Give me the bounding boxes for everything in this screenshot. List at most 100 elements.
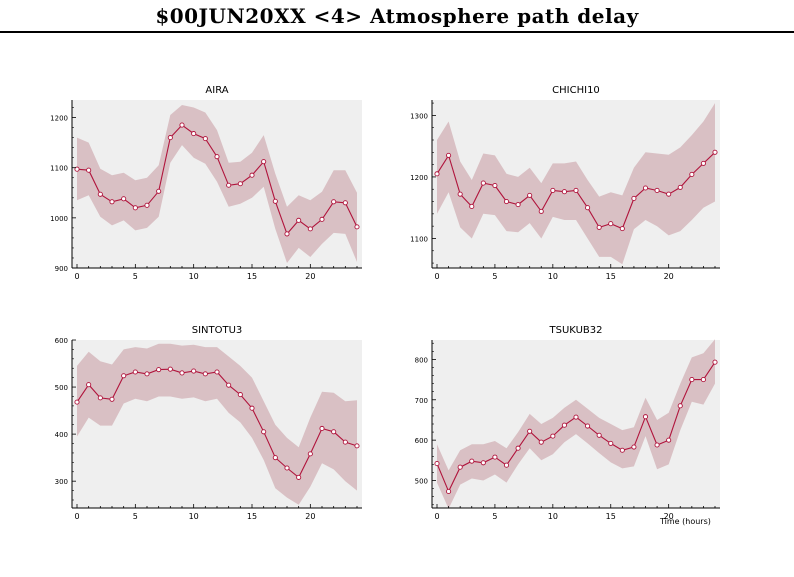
y-tick-label: 1100 <box>410 235 428 243</box>
data-point <box>480 460 486 466</box>
data-point <box>214 369 220 375</box>
x-tick-label: 0 <box>434 272 439 281</box>
data-point <box>121 373 127 379</box>
y-tick-label: 400 <box>55 431 68 439</box>
data-point <box>666 437 672 443</box>
x-tick-label: 5 <box>492 272 497 281</box>
data-point <box>167 135 173 141</box>
data-point <box>167 366 173 372</box>
chart-title: SINTOTU3 <box>192 325 243 336</box>
data-point <box>109 199 115 205</box>
data-point <box>156 367 162 373</box>
x-tick-label: 10 <box>548 512 558 521</box>
data-point <box>654 187 660 194</box>
data-point <box>689 171 695 178</box>
data-point <box>480 180 486 186</box>
x-tick-label: 20 <box>305 512 315 521</box>
chart-panel-chichi10: CHICHI10 0 5 10 15 20 1100 1200 1300 <box>410 85 720 281</box>
x-tick-label: 20 <box>664 272 674 281</box>
data-point <box>469 458 475 464</box>
title-divider <box>0 31 794 33</box>
data-point <box>666 191 672 197</box>
x-tick-label: 5 <box>133 512 138 521</box>
data-point <box>573 414 579 420</box>
data-point <box>319 425 325 432</box>
uncertainty-band <box>77 343 357 505</box>
data-point <box>561 189 567 195</box>
data-point <box>642 414 649 420</box>
figure-title: $00JUN20XX <4> Atmosphere path delay <box>155 4 639 28</box>
data-point <box>515 445 521 451</box>
y-tick-label: 1200 <box>410 174 428 182</box>
y-tick-label: 1300 <box>410 112 428 120</box>
x-tick-label: 10 <box>189 272 199 281</box>
x-tick-label: 15 <box>606 512 616 521</box>
data-point <box>156 188 162 194</box>
data-point <box>492 454 498 460</box>
data-point <box>550 187 556 194</box>
y-tick-label: 1000 <box>50 215 68 223</box>
data-point <box>457 191 463 197</box>
data-point <box>434 171 440 177</box>
data-point <box>97 191 103 197</box>
chart-panel-sintotu3: SINTOTU3 0 5 10 15 20 300 400 500 600 <box>55 325 362 521</box>
data-point <box>284 231 290 237</box>
data-point <box>712 149 718 155</box>
chart-panel-aira: AIRA 0 5 10 15 20 900 1000 1100 1200 <box>50 85 362 281</box>
data-point <box>527 428 533 434</box>
data-point <box>527 192 533 198</box>
x-tick-label: 20 <box>664 512 674 521</box>
x-tick-label: 0 <box>74 512 79 521</box>
data-point <box>619 447 625 453</box>
data-point <box>550 433 556 439</box>
data-point <box>434 461 440 467</box>
data-point <box>202 136 208 142</box>
x-tick-label: 0 <box>434 512 439 521</box>
x-tick-label: 5 <box>133 272 138 281</box>
data-point <box>342 200 348 206</box>
y-tick-label: 1200 <box>50 115 68 123</box>
data-point <box>596 224 602 230</box>
data-point <box>237 392 243 398</box>
chart-panel-tsukub32: TSUKUB32 0 5 10 15 20 500 600 700 800 <box>415 325 720 521</box>
data-point <box>515 202 521 208</box>
data-point <box>585 205 591 211</box>
data-point <box>272 198 278 204</box>
x-tick-label: 15 <box>247 512 257 521</box>
y-tick-label: 600 <box>55 337 68 345</box>
x-tick-label: 5 <box>492 512 497 521</box>
x-tick-label: 15 <box>247 272 257 281</box>
data-point <box>226 182 232 188</box>
data-point <box>237 181 243 187</box>
data-point <box>97 395 103 401</box>
y-tick-label: 900 <box>55 265 68 273</box>
data-point <box>700 377 706 383</box>
data-point <box>619 226 625 232</box>
data-point <box>585 423 591 429</box>
data-point <box>132 369 138 375</box>
data-point <box>191 131 197 137</box>
data-point <box>261 159 267 165</box>
data-point <box>700 160 706 166</box>
y-tick-label: 700 <box>415 397 428 405</box>
data-point <box>249 172 255 178</box>
data-point <box>457 464 463 470</box>
chart-title: AIRA <box>205 85 228 96</box>
data-point <box>249 405 255 411</box>
data-point <box>307 451 313 457</box>
data-point <box>469 203 475 210</box>
data-point <box>538 439 544 445</box>
uncertainty-band <box>77 105 357 263</box>
data-point <box>631 444 637 450</box>
data-point <box>132 205 138 211</box>
data-point <box>74 399 80 405</box>
data-point <box>331 429 337 435</box>
data-point <box>296 217 302 223</box>
data-point <box>261 429 267 435</box>
data-point <box>202 371 208 377</box>
data-point <box>307 226 313 232</box>
data-point <box>144 202 150 208</box>
data-point <box>319 216 325 222</box>
y-tick-label: 1100 <box>50 165 68 173</box>
